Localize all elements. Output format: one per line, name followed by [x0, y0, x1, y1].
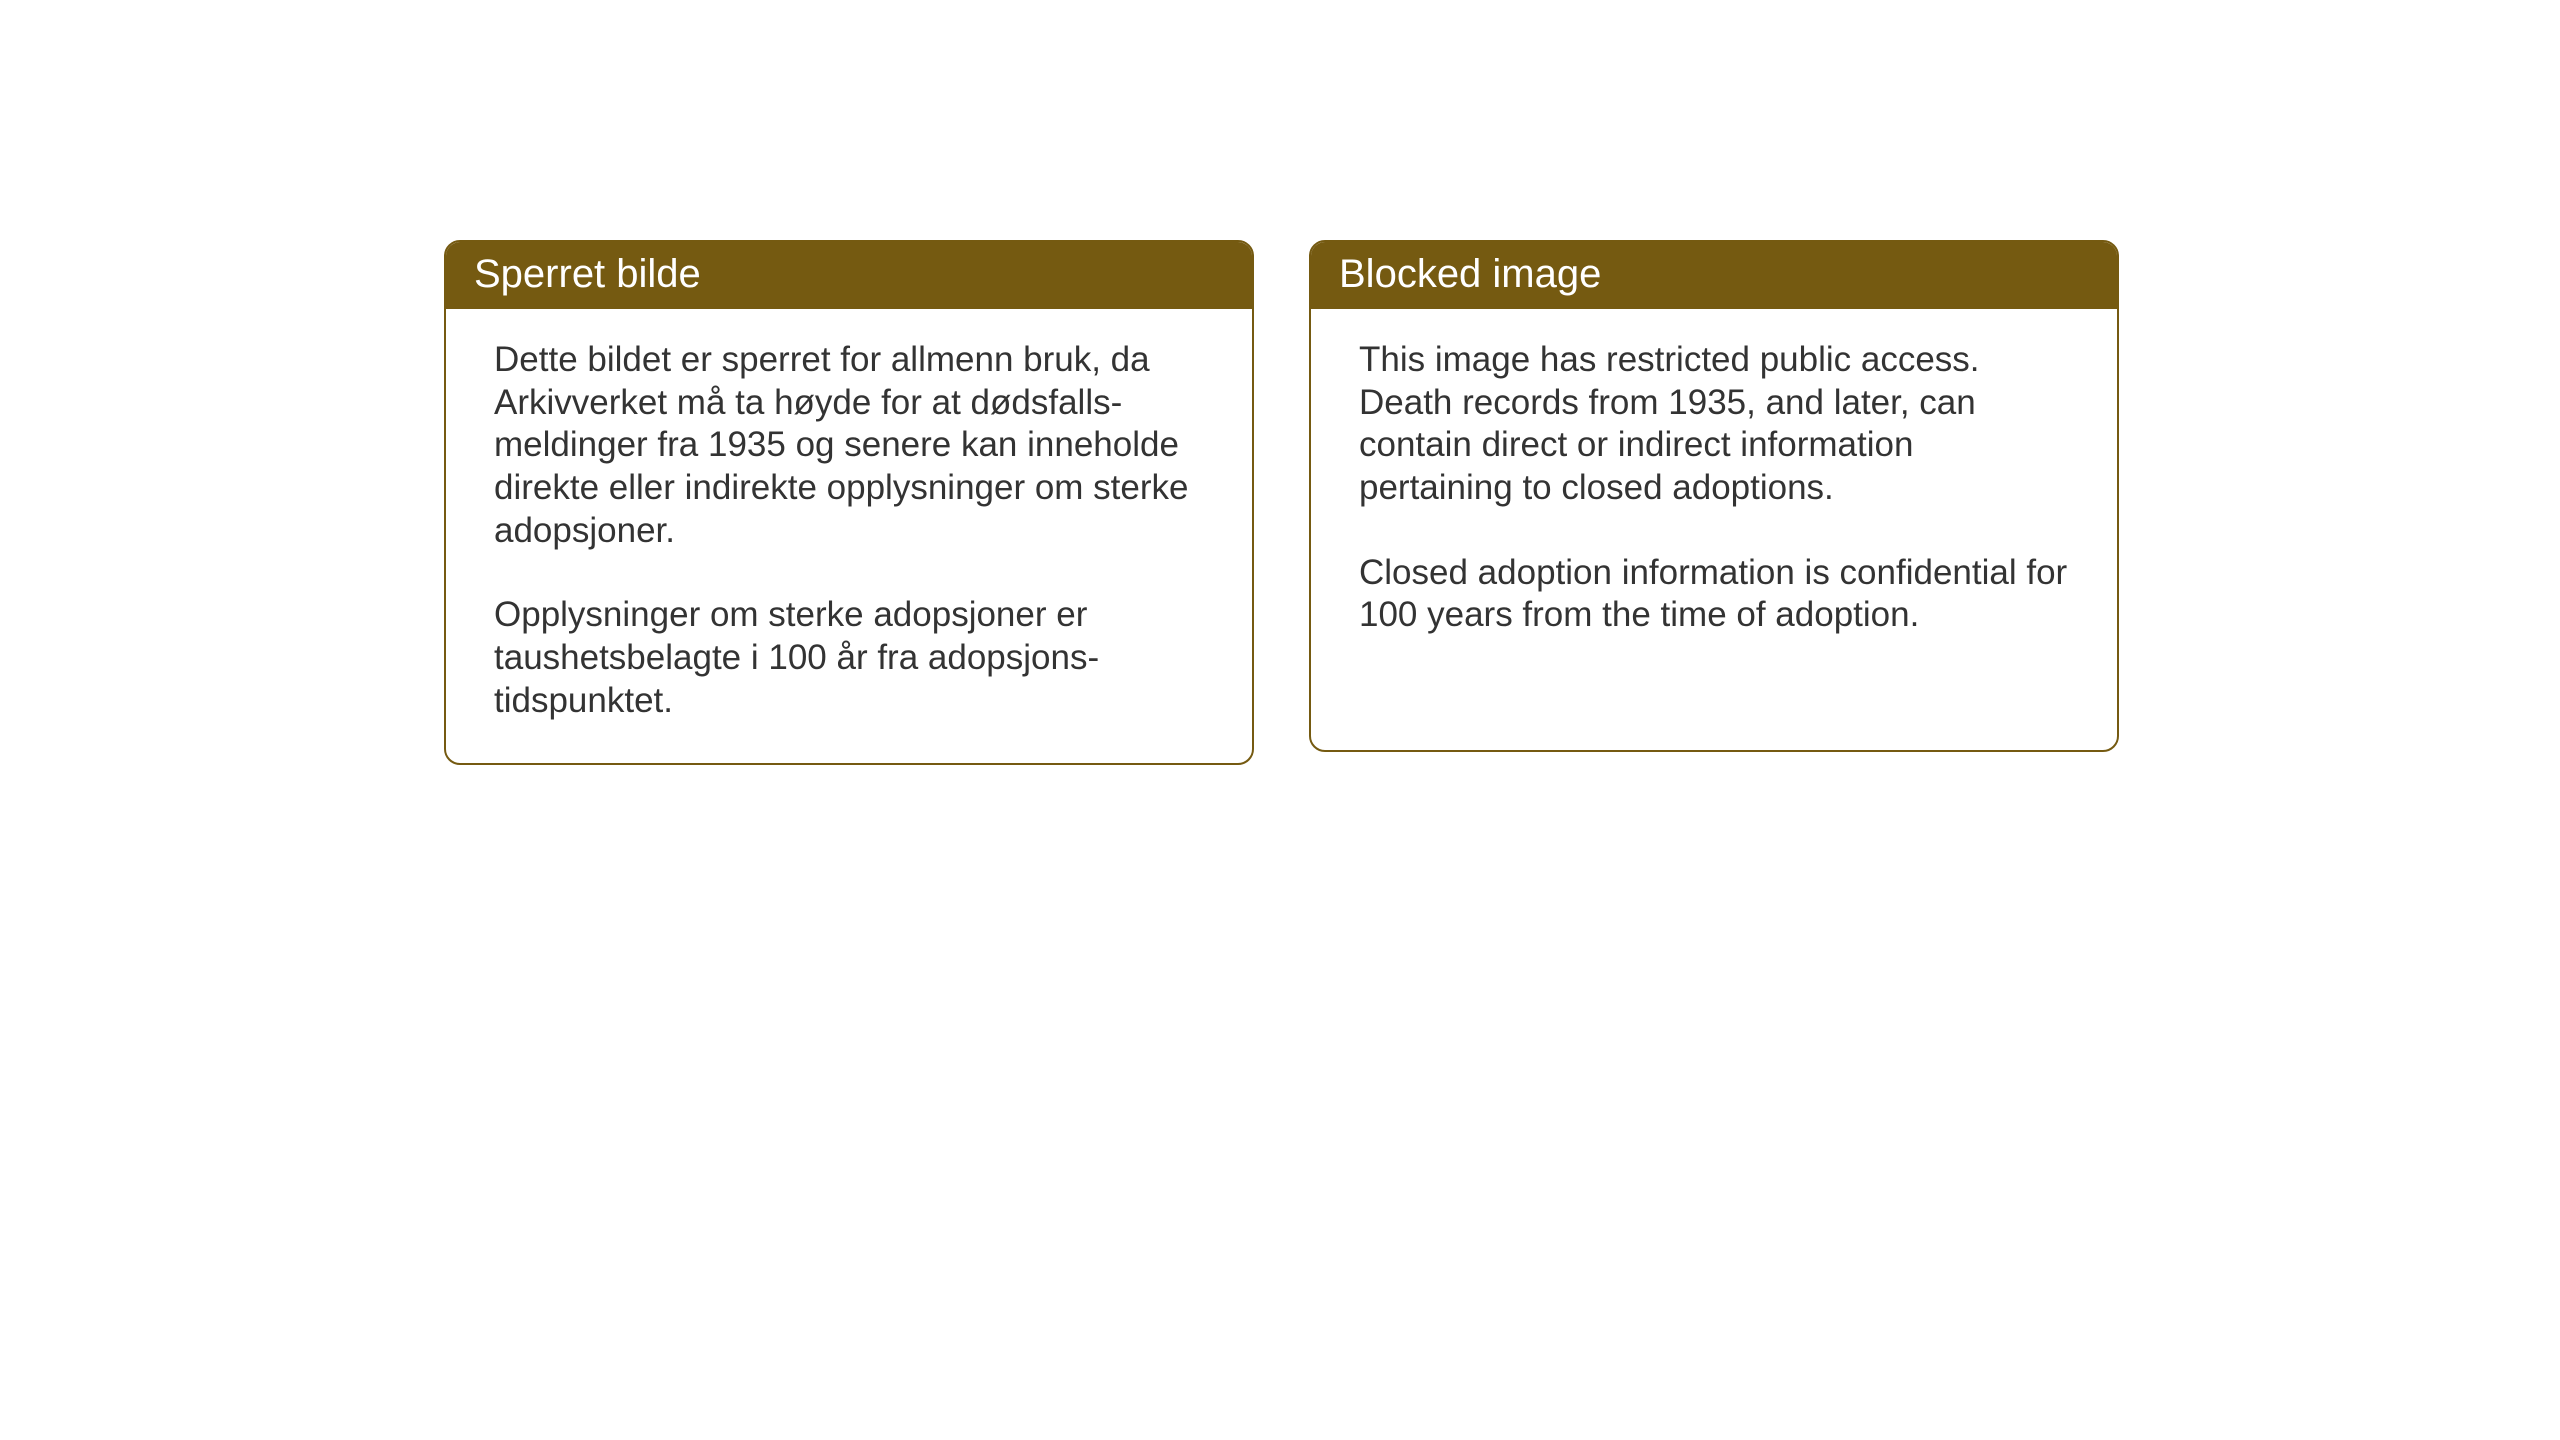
english-card-body: This image has restricted public access.… — [1311, 309, 2117, 677]
norwegian-card-body: Dette bildet er sperret for allmenn bruk… — [446, 309, 1252, 763]
norwegian-card-title: Sperret bilde — [446, 242, 1252, 309]
norwegian-paragraph-2: Opplysninger om sterke adopsjoner er tau… — [494, 594, 1204, 722]
norwegian-paragraph-1: Dette bildet er sperret for allmenn bruk… — [494, 339, 1204, 552]
english-card-title: Blocked image — [1311, 242, 2117, 309]
english-paragraph-1: This image has restricted public access.… — [1359, 339, 2069, 510]
notice-container: Sperret bilde Dette bildet er sperret fo… — [444, 240, 2119, 765]
english-notice-card: Blocked image This image has restricted … — [1309, 240, 2119, 752]
norwegian-notice-card: Sperret bilde Dette bildet er sperret fo… — [444, 240, 1254, 765]
english-paragraph-2: Closed adoption information is confident… — [1359, 552, 2069, 637]
